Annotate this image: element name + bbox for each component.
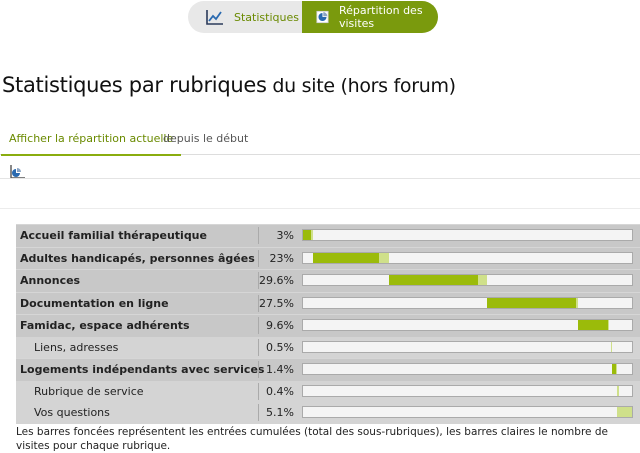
line-chart-icon (206, 10, 223, 25)
progress-bar (302, 406, 633, 418)
column-divider (258, 404, 259, 421)
section-percent: 0.5% (266, 340, 294, 354)
section-percent: 1.4% (266, 363, 294, 376)
subtabs: Afficher la répartition actuelle depuis … (0, 126, 640, 156)
column-divider (258, 317, 259, 334)
table-row: Annonces 29.6% (16, 269, 640, 292)
column-divider (258, 361, 259, 378)
entries-bar-dark (389, 275, 479, 285)
page-title: Statistiques par rubriques du site (hors… (2, 73, 456, 97)
legend-note: Les barres foncées représentent les entr… (16, 426, 608, 452)
divider (0, 208, 640, 209)
section-percent: 23% (269, 251, 294, 265)
entries-bar-dark (487, 297, 577, 308)
table-row: Liens, adresses 0.5% (16, 336, 640, 358)
progress-bar (302, 296, 633, 309)
entries-bar-dark (312, 252, 380, 263)
section-percent: 9.6% (266, 319, 294, 332)
table-row: Vos questions 5.1% (16, 402, 640, 424)
tab-statistiques-label: Statistiques (234, 10, 299, 24)
pie-chart-icon (316, 10, 329, 24)
section-name[interactable]: Accueil familial thérapeutique (20, 229, 207, 242)
section-name[interactable]: Adultes handicapés, personnes âgées (20, 251, 255, 265)
divider (0, 178, 640, 179)
column-divider (258, 294, 259, 312)
entries-bar-dark (612, 364, 617, 374)
tab-statistiques[interactable]: Statistiques (188, 1, 302, 33)
entries-bar-dark (577, 320, 608, 330)
section-percent: 27.5% (259, 296, 294, 310)
chart-icon (10, 164, 26, 183)
progress-bar (302, 319, 633, 331)
table-row: Famidac, espace adhérents 9.6% (16, 314, 640, 337)
sections-table: Accueil familial thérapeutique 3% Adultes … (16, 224, 640, 424)
section-name[interactable]: Famidac, espace adhérents (20, 319, 190, 332)
table-row: Logements indépendants avec services 1.4% (16, 358, 640, 381)
table-row: Accueil familial thérapeutique 3% (16, 224, 640, 247)
progress-bar (302, 384, 633, 397)
visits-bar-light (610, 341, 613, 352)
progress-bar (302, 274, 633, 286)
progress-bar (302, 363, 633, 375)
page-title-rest: du site (hors forum) (266, 75, 456, 97)
top-navigation: Statistiques Répartition des visites (188, 1, 438, 33)
column-divider (258, 272, 259, 289)
section-name[interactable]: Rubrique de service (34, 384, 144, 398)
visits-bar-light (617, 407, 632, 417)
section-name[interactable]: Liens, adresses (34, 340, 119, 354)
progress-bar (302, 251, 633, 264)
column-divider (258, 249, 259, 267)
section-name[interactable]: Vos questions (34, 406, 110, 419)
subtab-since-start[interactable]: depuis le début (163, 132, 249, 145)
subtab-current[interactable]: Afficher la répartition actuelle (0, 132, 182, 156)
section-percent: 5.1% (266, 406, 294, 419)
column-divider (258, 338, 259, 356)
tab-repartition-label: Répartition des visites (338, 4, 423, 30)
section-name[interactable]: Documentation en ligne (20, 296, 169, 310)
section-percent: 29.6% (259, 274, 294, 287)
tab-repartition[interactable]: Répartition des visites (302, 1, 438, 33)
entries-bar-dark (303, 230, 312, 240)
progress-bar (302, 229, 633, 241)
section-percent: 0.4% (266, 384, 294, 398)
table-row: Adultes handicapés, personnes âgées 23% (16, 246, 640, 270)
column-divider (258, 227, 259, 244)
visits-bar-light (617, 385, 619, 396)
section-name[interactable]: Logements indépendants avec services (20, 363, 265, 376)
table-row: Rubrique de service 0.4% (16, 380, 640, 402)
column-divider (258, 382, 259, 400)
page-title-main: Statistiques par rubriques (2, 73, 267, 97)
section-percent: 3% (276, 229, 294, 242)
section-name[interactable]: Annonces (20, 274, 81, 287)
progress-bar (302, 340, 633, 353)
table-row: Documentation en ligne 27.5% (16, 291, 640, 315)
